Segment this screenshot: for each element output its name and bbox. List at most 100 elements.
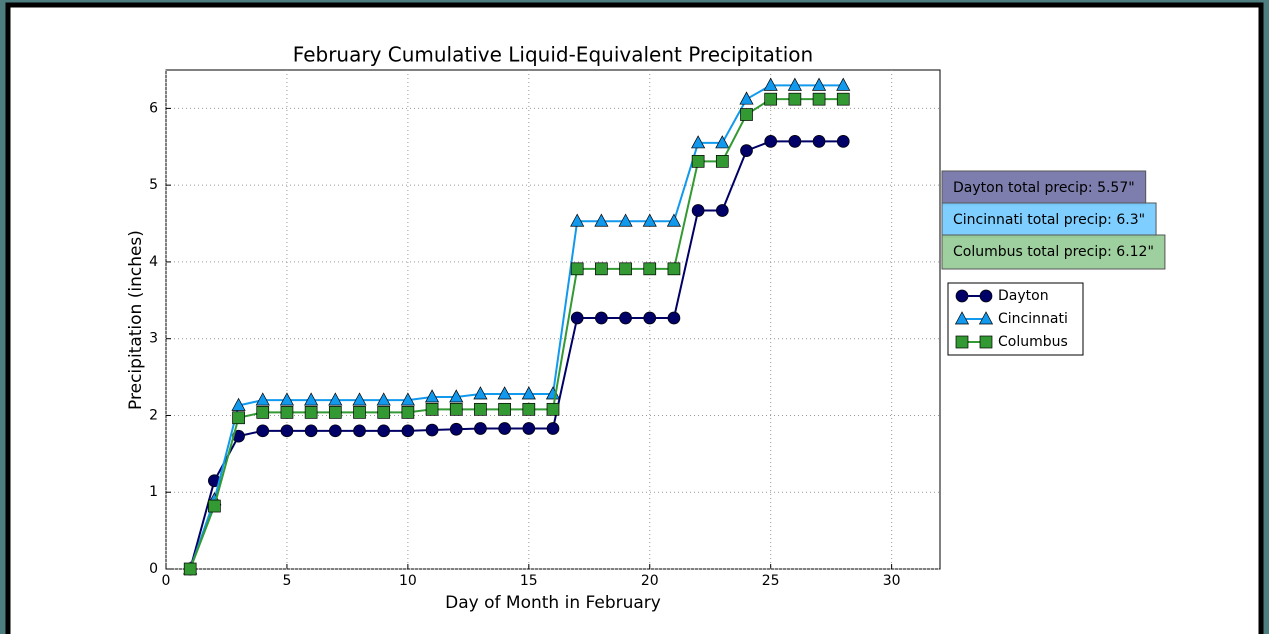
y-axis-label: Precipitation (inches) <box>126 230 146 410</box>
marker <box>764 92 778 106</box>
marker <box>497 386 512 400</box>
marker <box>667 262 681 276</box>
y-tick-label: 6 <box>149 100 158 116</box>
marker <box>377 424 391 438</box>
marker <box>522 422 536 435</box>
annotation-box <box>941 234 1166 270</box>
annotation-box <box>941 202 1157 238</box>
marker <box>400 392 415 406</box>
marker <box>643 311 657 325</box>
marker <box>449 402 463 416</box>
marker <box>570 311 584 325</box>
y-tick-label: 0 <box>149 561 158 577</box>
marker <box>763 77 778 91</box>
marker <box>256 424 270 438</box>
marker <box>304 424 318 438</box>
marker <box>304 392 319 406</box>
legend-label: Columbus <box>998 334 1068 350</box>
marker <box>667 311 681 325</box>
marker <box>352 392 367 406</box>
annotation-text: Cincinnati total precip: 6.3" <box>953 212 1145 228</box>
y-tick-label: 5 <box>149 177 158 193</box>
marker <box>183 562 197 576</box>
annotation-text: Dayton total precip: 5.57" <box>953 180 1135 196</box>
marker <box>280 406 294 419</box>
series-line <box>189 140 844 570</box>
marker <box>570 262 584 276</box>
x-tick-label: 20 <box>641 573 659 589</box>
legend-marker <box>979 335 993 349</box>
marker <box>449 422 463 436</box>
x-tick-label: 10 <box>399 573 417 589</box>
marker <box>328 424 342 438</box>
x-tick-label: 5 <box>282 573 291 589</box>
marker <box>715 155 729 168</box>
marker <box>836 77 851 91</box>
marker <box>449 389 464 403</box>
marker <box>666 213 682 227</box>
x-tick-label: 30 <box>883 573 901 589</box>
legend-marker <box>955 289 969 303</box>
marker <box>788 92 802 106</box>
marker <box>401 406 415 419</box>
marker <box>376 392 391 406</box>
marker <box>691 155 705 168</box>
series-line <box>189 98 844 570</box>
marker <box>836 92 850 106</box>
marker <box>328 392 343 406</box>
marker <box>546 422 560 435</box>
marker <box>619 311 632 325</box>
marker <box>691 204 705 217</box>
legend-label: Dayton <box>998 288 1049 304</box>
marker <box>231 397 246 411</box>
marker <box>474 402 487 416</box>
marker <box>715 204 729 217</box>
marker <box>377 406 391 419</box>
chart-title: February Cumulative Liquid-Equivalent Pr… <box>293 43 813 67</box>
marker <box>643 262 657 276</box>
marker <box>498 422 511 435</box>
x-tick-label: 15 <box>520 573 538 589</box>
legend-marker <box>954 311 970 325</box>
marker <box>691 135 706 149</box>
marker <box>594 213 609 227</box>
plot-area <box>165 69 941 570</box>
marker <box>787 77 802 91</box>
marker <box>546 402 560 416</box>
marker <box>498 402 511 416</box>
y-tick-label: 2 <box>149 407 158 423</box>
marker <box>740 144 753 157</box>
marker <box>642 213 657 227</box>
marker <box>812 135 826 148</box>
series-line <box>189 84 844 570</box>
marker <box>811 77 827 91</box>
marker <box>280 424 294 438</box>
marker <box>473 386 488 400</box>
marker <box>328 406 342 419</box>
marker <box>353 406 366 419</box>
y-tick-label: 3 <box>149 331 158 347</box>
x-tick-label: 25 <box>762 573 780 589</box>
x-tick-label: 0 <box>162 573 171 589</box>
marker <box>425 402 439 416</box>
legend-marker <box>955 335 969 349</box>
marker <box>401 424 415 438</box>
marker <box>812 92 826 106</box>
marker <box>474 422 487 435</box>
marker <box>255 392 270 406</box>
marker <box>256 406 270 419</box>
marker <box>740 108 753 121</box>
marker <box>208 499 221 513</box>
marker <box>788 135 802 148</box>
marker <box>522 402 536 416</box>
marker <box>595 262 608 276</box>
marker <box>570 213 585 227</box>
marker <box>353 424 366 438</box>
marker <box>618 213 633 227</box>
legend-marker <box>979 289 993 303</box>
marker <box>425 423 439 437</box>
y-tick-label: 1 <box>149 484 158 500</box>
marker <box>739 91 754 105</box>
annotation-text: Columbus total precip: 6.12" <box>953 244 1154 260</box>
